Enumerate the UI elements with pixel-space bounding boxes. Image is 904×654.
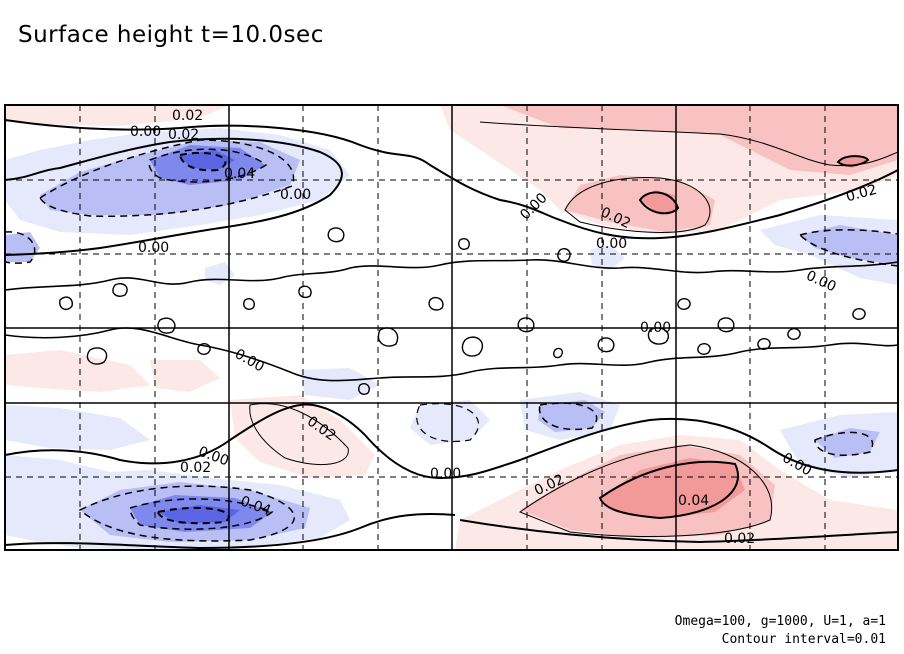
zero-contour-equator-south [5, 327, 898, 382]
contour-label: 0.04 [224, 166, 255, 182]
neg-contour-3 [178, 151, 227, 172]
neg-contour-9 [799, 229, 898, 267]
neg-contour-5 [129, 498, 274, 530]
pos-contour-5 [249, 403, 349, 466]
contour-label: 0.00 [804, 268, 839, 296]
positive-bottom-right-strong [600, 458, 745, 518]
pos-contour-6 [518, 444, 773, 537]
pos-contour-2 [564, 177, 711, 233]
zero-contour-equator-north [5, 258, 898, 291]
pos-contour-8 [459, 519, 898, 544]
grid-solid [5, 105, 898, 550]
contour-label: 0.00 [596, 236, 627, 252]
contour-label: 0.00 [138, 240, 169, 256]
pos-contour-4 [836, 155, 870, 167]
contour-label: 0.02 [180, 460, 211, 476]
negative-right-edge-mid [800, 225, 898, 265]
positive-band-left2 [150, 360, 220, 392]
positive-region-top-right-mid [500, 105, 898, 175]
pos-contour-7 [598, 460, 739, 520]
neg-contour-1 [38, 139, 295, 217]
neg-contour-7 [814, 431, 874, 456]
pos-contour-3 [638, 191, 680, 215]
zero-contour-upper-band [5, 137, 343, 256]
contour-label: 0.00 [430, 466, 461, 482]
contour-label: 0.04 [678, 493, 709, 509]
positive-band-left [5, 350, 150, 392]
params-footnote: Omega=100, g=1000, U=1, a=1 [674, 614, 886, 629]
contour-label: 0.02 [168, 127, 199, 143]
zero-contour-south [5, 403, 898, 480]
negative-core-top-left [180, 150, 235, 170]
contour-label: 0.02 [172, 108, 203, 124]
contour-lines [5, 119, 898, 550]
filled-contours [5, 105, 898, 550]
contour-label: 0.02 [844, 182, 878, 206]
plot-title: Surface height t=10.0sec [18, 22, 324, 48]
contour-label: 0.00 [232, 346, 267, 375]
neg-contour-11 [416, 403, 480, 442]
negative-patch-2 [205, 262, 235, 285]
negative-lower-band-left [5, 405, 150, 450]
contour-interval-footnote: Contour interval=0.01 [721, 632, 886, 647]
neg-contour-8 [538, 402, 598, 431]
neg-contour-10 [5, 231, 36, 264]
zero-contour-top [5, 119, 898, 240]
negative-patch-1 [590, 245, 625, 270]
plot-frame [4, 104, 899, 551]
contour-label: 0.00 [280, 187, 311, 203]
negative-band-mid [300, 368, 380, 400]
contour-label: 0.02 [724, 531, 755, 547]
positive-region-top-left [5, 105, 230, 126]
contour-label: 0.00 [130, 124, 161, 140]
zero-contour-bottom [5, 512, 456, 550]
negative-left-edge [5, 232, 40, 262]
contour-label: 0.00 [640, 320, 671, 336]
neg-contour-4 [78, 485, 295, 542]
